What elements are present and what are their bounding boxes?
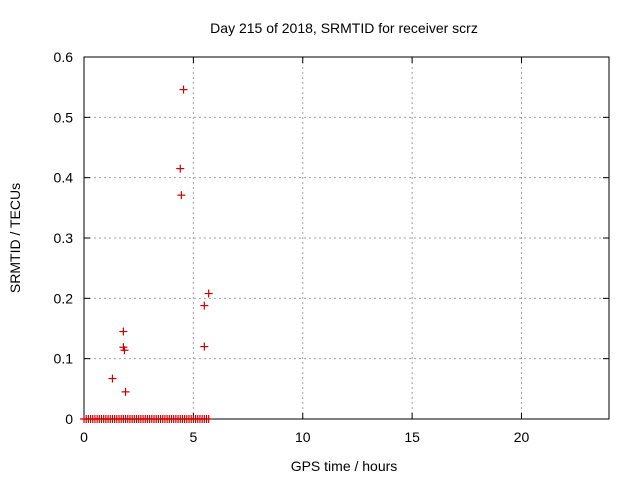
y-tick-label: 0.6 (54, 49, 74, 65)
data-point (204, 289, 213, 298)
x-tick-label: 20 (514, 429, 530, 445)
y-tick-label: 0.3 (54, 230, 74, 246)
x-axis-label: GPS time / hours (291, 458, 398, 474)
x-tick-label: 0 (80, 429, 88, 445)
data-point (200, 342, 209, 351)
y-tick-label: 0.5 (54, 109, 74, 125)
data-point (179, 85, 188, 94)
y-axis-label: SRMTID / TECUs (7, 183, 23, 293)
data-points (80, 85, 213, 423)
x-tick-label: 10 (295, 429, 311, 445)
y-tick-label: 0.4 (54, 170, 74, 186)
data-point (108, 374, 117, 383)
data-point (120, 346, 129, 355)
data-point (177, 191, 186, 200)
grid-lines (84, 57, 609, 419)
data-point-zero (204, 415, 213, 423)
y-tick-label: 0.2 (54, 290, 74, 306)
x-tick-label: 15 (404, 429, 420, 445)
y-tick-label: 0.1 (54, 351, 74, 367)
data-point (176, 164, 185, 173)
y-tick-label: 0 (65, 411, 73, 427)
data-point (121, 387, 130, 396)
chart-title: Day 215 of 2018, SRMTID for receiver scr… (210, 20, 478, 36)
data-point (119, 327, 128, 336)
data-point (200, 301, 209, 310)
x-tick-label: 5 (189, 429, 197, 445)
tick-labels: 0 0.1 0.2 0.3 0.4 0.5 0.6 0 5 10 15 20 (54, 49, 530, 445)
